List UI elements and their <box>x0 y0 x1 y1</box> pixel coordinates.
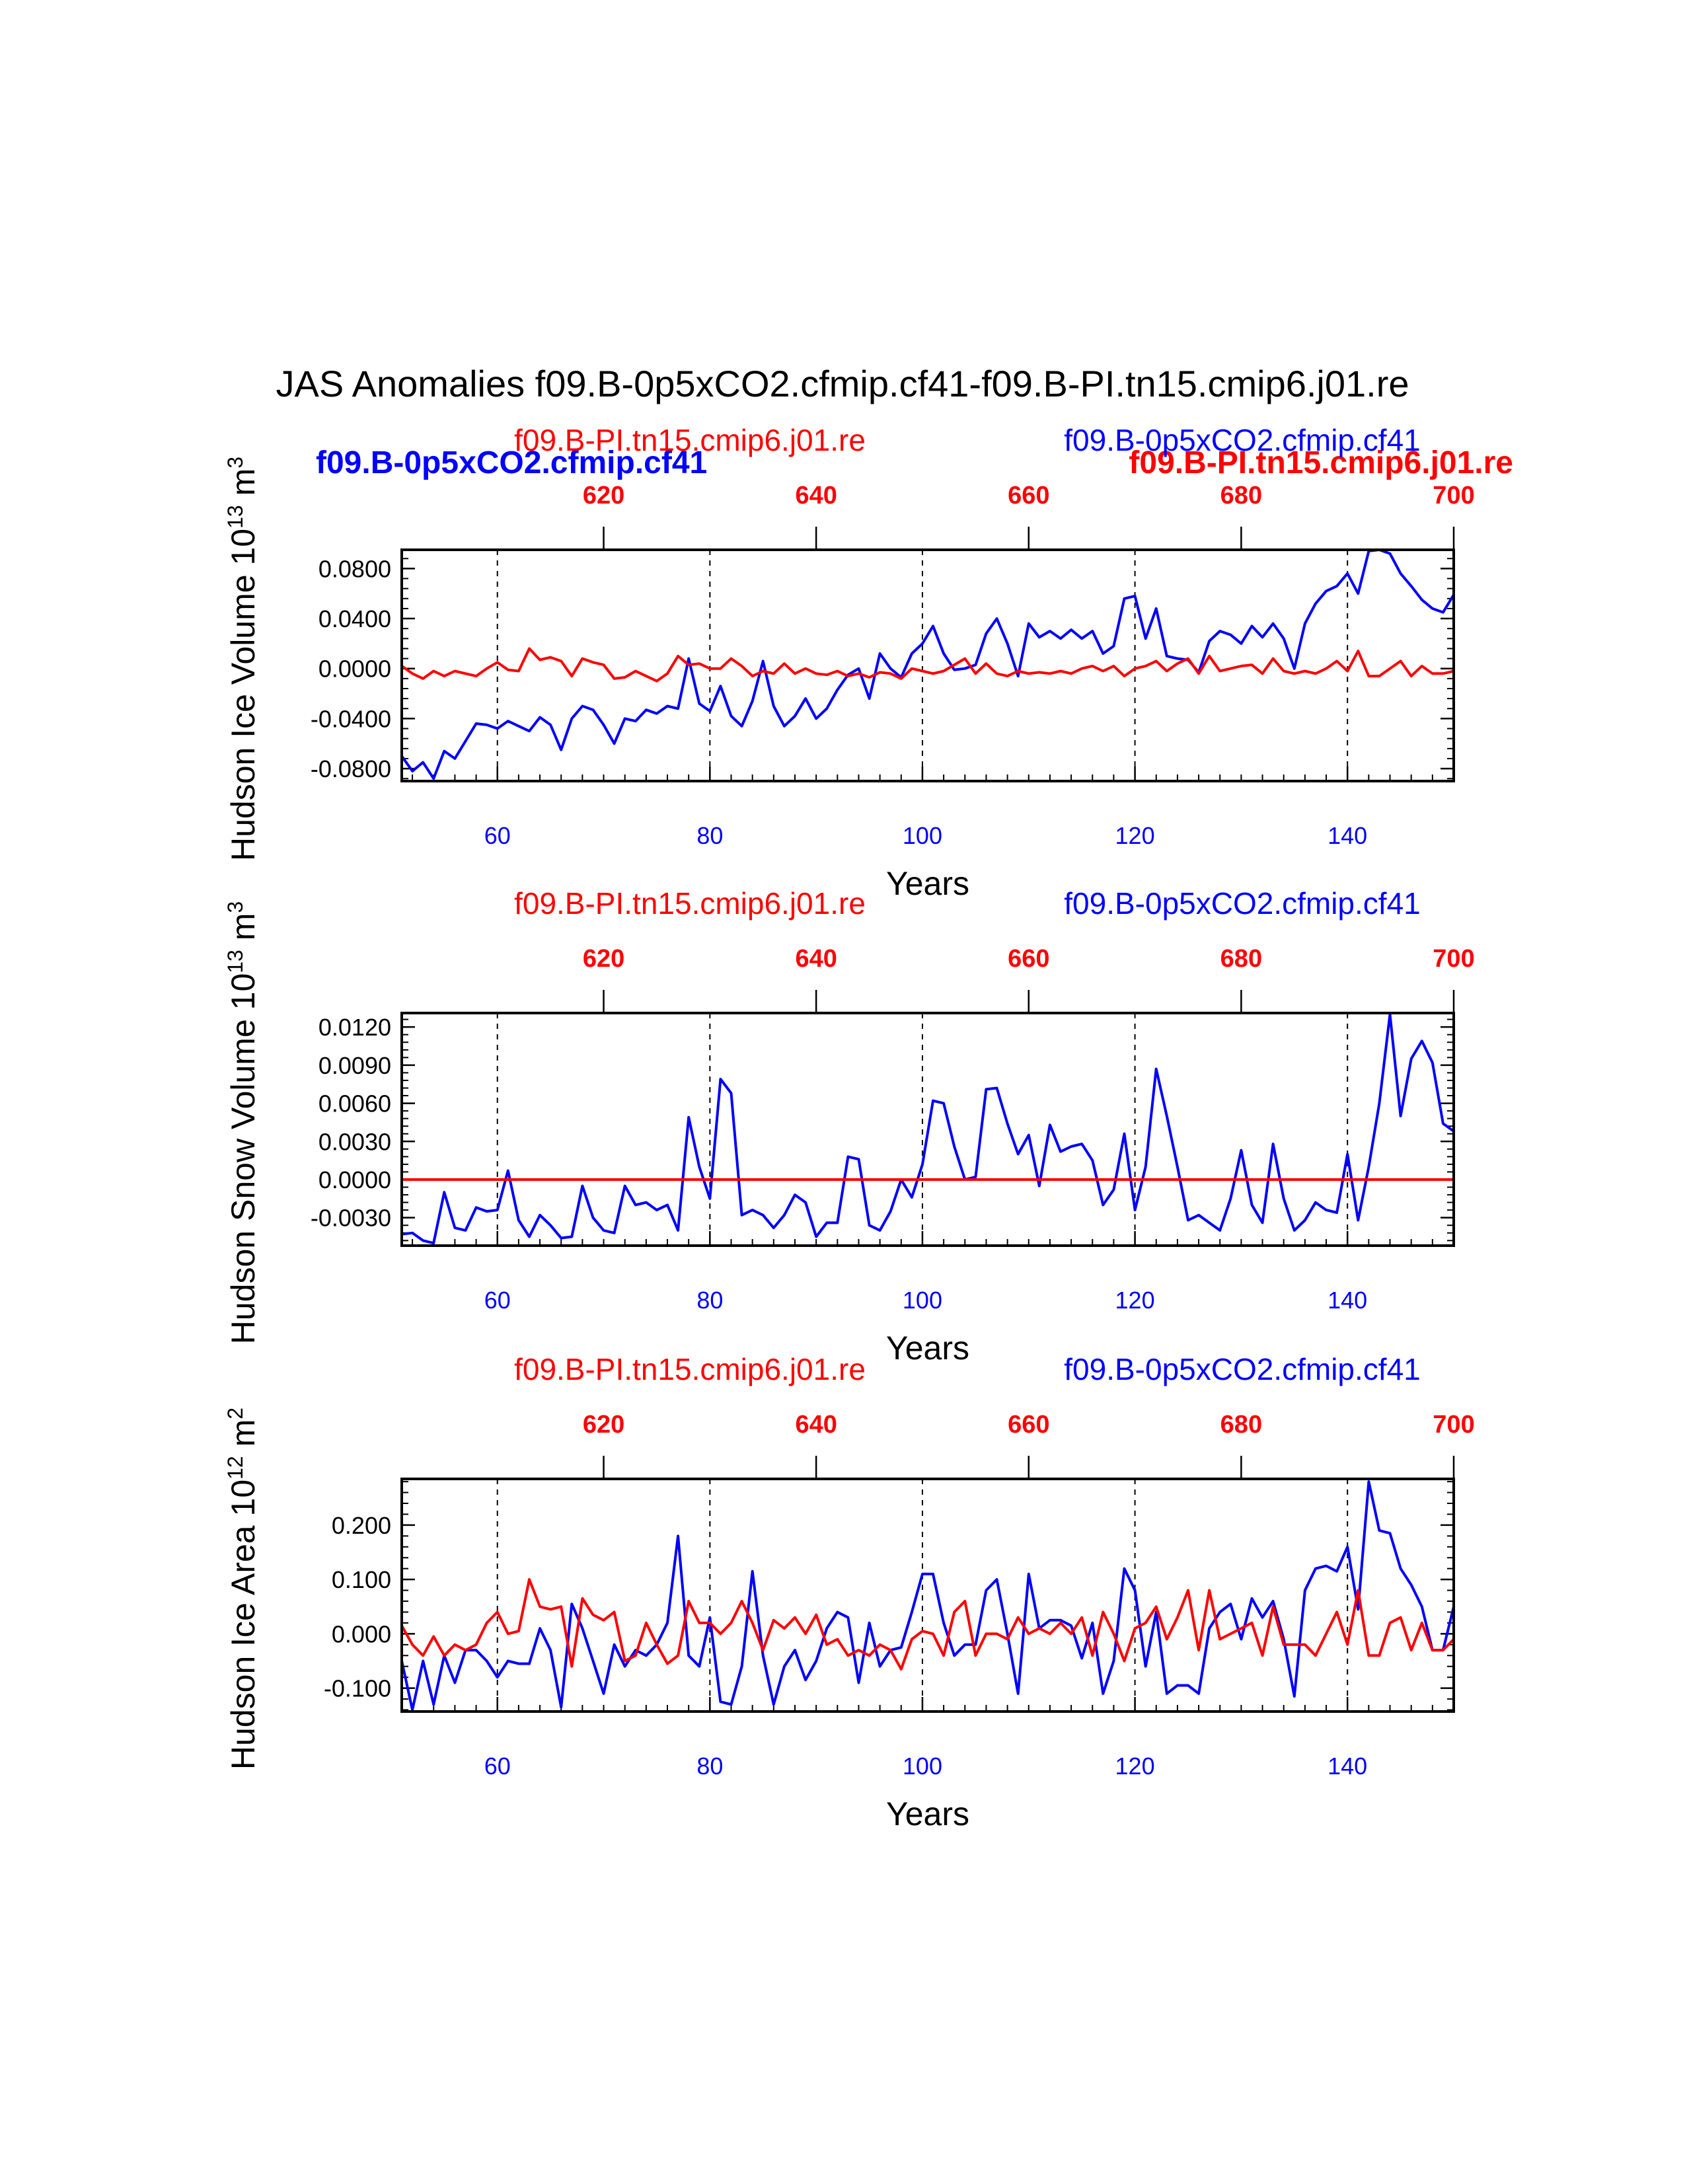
y-tick-label: 0.0120 <box>318 1014 391 1041</box>
top-tick-label: 620 <box>583 482 624 509</box>
y-tick-label: 0.0000 <box>318 1166 391 1193</box>
top-tick-label: 640 <box>795 945 837 973</box>
top-tick-label: 660 <box>1008 482 1049 509</box>
plot-frame <box>400 1012 1455 1247</box>
x-tick-label: 80 <box>696 1287 723 1314</box>
x-tick-label: 60 <box>484 1287 511 1314</box>
right-experiment-label: f09.B-0p5xCO2.cfmip.cf41 <box>1064 423 1420 457</box>
y-axis-title: Hudson Ice Volume 1013 m3 <box>223 457 262 861</box>
y-tick-label: 0.0400 <box>318 605 391 632</box>
series-line-red <box>400 647 1454 683</box>
y-tick-label: 0.0060 <box>318 1090 391 1117</box>
x-tick-label: 140 <box>1328 1752 1367 1780</box>
y-tick-label: 0.0030 <box>318 1128 391 1155</box>
x-tick-label: 120 <box>1115 1287 1155 1314</box>
y-tick-label: 0.0090 <box>318 1052 391 1079</box>
series-line-blue <box>401 1012 1455 1245</box>
y-tick-label: -0.0800 <box>311 755 391 782</box>
right-experiment-label: f09.B-0p5xCO2.cfmip.cf41 <box>1064 886 1420 921</box>
y-tick-label: 0.200 <box>332 1512 391 1539</box>
panel-ice-area: -0.100 0.000 0.100 0.200 60 80 100 120 140 620 640… <box>223 1352 1475 1832</box>
y-tick-label: 0.000 <box>332 1620 391 1647</box>
top-tick-label: 620 <box>583 1411 624 1439</box>
y-axis-title: Hudson Ice Area 1012 m2 <box>223 1408 262 1770</box>
panel-snow-volume: -0.0030 0.0000 0.0030 0.0060 0.0090 0.0120 60 8… <box>223 886 1475 1367</box>
panel-ice-volume: -0.0800 -0.0400 0.0000 0.0400 0.0800 60 80 100 1… <box>223 423 1475 902</box>
top-tick-label: 660 <box>1008 1411 1049 1439</box>
top-tick-label: 640 <box>795 1411 837 1439</box>
series-line-red <box>400 1578 1455 1671</box>
x-tick-label: 100 <box>903 1287 942 1314</box>
top-tick-label: 700 <box>1433 945 1474 973</box>
plot-frame <box>400 1478 1455 1713</box>
left-experiment-label: f09.B-PI.tn15.cmip6.j01.re <box>514 1352 866 1386</box>
right-experiment-label: f09.B-0p5xCO2.cfmip.cf41 <box>1064 1352 1420 1386</box>
x-tick-label: 80 <box>696 822 723 849</box>
x-tick-label: 120 <box>1115 1752 1155 1780</box>
top-tick-label: 620 <box>583 945 624 973</box>
y-tick-label: 0.0000 <box>318 656 391 683</box>
top-tick-label: 680 <box>1220 1411 1262 1439</box>
y-axis-title: Hudson Snow Volume 1013 m3 <box>223 901 262 1344</box>
y-tick-label: -0.100 <box>324 1675 391 1702</box>
top-tick-label: 700 <box>1433 1411 1474 1439</box>
x-tick-label: 140 <box>1328 1287 1367 1314</box>
series-line-blue <box>400 548 1455 780</box>
y-tick-label: 0.100 <box>332 1566 391 1593</box>
top-tick-label: 660 <box>1008 945 1049 973</box>
x-tick-label: 80 <box>696 1752 723 1780</box>
legend-blue-bold-label: f09.B-0p5xCO2.cfmip.cf41 <box>316 445 707 480</box>
x-axis-title: Years <box>886 1330 969 1367</box>
x-tick-label: 120 <box>1115 822 1155 849</box>
x-tick-label: 60 <box>484 822 511 849</box>
y-tick-label: 0.0800 <box>318 555 391 582</box>
x-tick-label: 60 <box>484 1752 511 1780</box>
x-tick-label: 100 <box>903 822 942 849</box>
x-tick-label: 140 <box>1328 822 1367 849</box>
plot-frame <box>400 548 1455 782</box>
x-tick-label: 100 <box>903 1752 942 1780</box>
top-tick-label: 680 <box>1220 945 1262 973</box>
left-experiment-label: f09.B-PI.tn15.cmip6.j01.re <box>514 886 866 921</box>
top-tick-label: 640 <box>795 482 837 509</box>
x-axis-title: Years <box>886 1795 969 1832</box>
panels-group: -0.0800 -0.0400 0.0000 0.0400 0.0800 60 80 100 1… <box>223 423 1475 1832</box>
left-experiment-label: f09.B-PI.tn15.cmip6.j01.re <box>514 423 866 457</box>
page-title: JAS Anomalies f09.B-0p5xCO2.cfmip.cf41-f… <box>276 363 1409 404</box>
y-tick-label: -0.0400 <box>311 705 391 732</box>
legend-red-bold-label: f09.B-PI.tn15.cmip6.j01.re <box>1129 445 1513 480</box>
top-tick-label: 700 <box>1433 482 1474 509</box>
y-tick-label: -0.0030 <box>311 1205 391 1232</box>
series-line-blue <box>400 1480 1455 1712</box>
x-axis-title: Years <box>886 865 969 902</box>
top-tick-label: 680 <box>1220 482 1262 509</box>
